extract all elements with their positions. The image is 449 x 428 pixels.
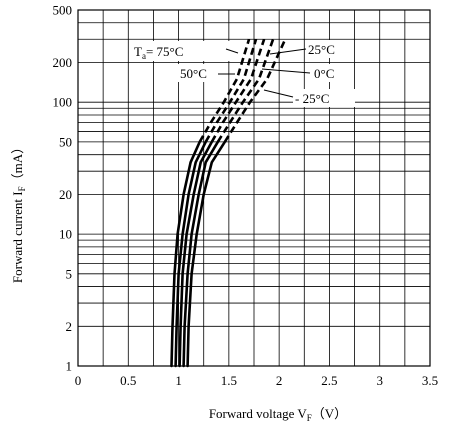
y-tick-label: 1 (66, 359, 73, 374)
annotation-leader-0 (261, 68, 311, 74)
annotation-leader-75 (225, 48, 239, 54)
x-tick-label: 0.5 (120, 373, 136, 388)
y-axis-label-main: Forward current I (10, 191, 25, 283)
annotation-label-0: 0°C (314, 66, 334, 81)
annotation-background (306, 40, 350, 58)
series-group (170, 38, 287, 368)
series-line-dashed-1 (204, 38, 258, 143)
y-tick-label: 10 (59, 227, 72, 242)
annotation-label-25: 25°C (308, 42, 335, 57)
x-tick-label: 2 (276, 373, 283, 388)
x-tick-label: 1.5 (221, 373, 237, 388)
annotation-label-minus-25: - 25°C (295, 91, 329, 106)
x-tick-label: 2.5 (321, 373, 337, 388)
series-line-dashed-2 (210, 38, 266, 143)
x-tick-label: 1 (175, 373, 182, 388)
annotation-leader-25 (269, 48, 307, 55)
y-tick-label: 50 (59, 134, 72, 149)
y-tick-label: 500 (53, 3, 73, 18)
series-line-solid-4 (186, 140, 227, 368)
series-line-solid-3 (182, 140, 220, 368)
annotation-ta-sub: a (142, 51, 146, 61)
annotation-label-75: 75°C (157, 44, 184, 59)
y-tick-label: 2 (66, 319, 73, 334)
y-tick-label: 100 (53, 95, 73, 110)
x-tick-label: 3.5 (422, 373, 438, 388)
series-line-solid-2 (178, 140, 214, 368)
annotation-background (130, 41, 238, 61)
grid (77, 9, 431, 367)
x-axis-label-main: Forward voltage V (209, 406, 308, 421)
annotation-group: Ta= 75°C 50°C 25°C 0°C - 25°C (130, 40, 355, 107)
annotation-background (312, 64, 350, 82)
annotation-ta-eq: = (146, 44, 157, 59)
y-axis-label: Forward current IF（mA） (10, 141, 27, 283)
x-tick-label: 3 (376, 373, 383, 388)
x-tick-label: 0 (75, 373, 82, 388)
y-axis-label-unit: （mA） (10, 141, 25, 187)
y-tick-label: 20 (59, 187, 72, 202)
annotation-leader-minus-25 (263, 89, 294, 98)
series-line-dashed-4 (223, 38, 287, 143)
x-axis-label: Forward voltage VF（V） (209, 406, 347, 423)
plot-frame (77, 9, 431, 367)
annotation-background (293, 89, 355, 107)
series-line-dashed-0 (198, 38, 251, 143)
annotation-background (178, 64, 222, 82)
series-line-solid-0 (170, 140, 201, 368)
series-line-solid-1 (174, 140, 207, 368)
tick-labels: 0 0.5 1 1.5 2 2.5 3 3.5 1 2 5 10 20 50 100 200 500 (53, 3, 439, 389)
y-axis-label-sub: F (17, 186, 27, 191)
annotation-ta-75: Ta= 75°C (134, 44, 183, 61)
annotation-label-50: 50°C (180, 66, 207, 81)
y-tick-label: 200 (53, 55, 73, 70)
x-axis-label-sub: F (307, 413, 312, 423)
y-tick-label: 5 (66, 266, 73, 281)
annotation-ta-prefix: T (134, 44, 142, 59)
series-line-dashed-3 (216, 38, 275, 143)
x-axis-label-unit: （V） (312, 406, 347, 421)
